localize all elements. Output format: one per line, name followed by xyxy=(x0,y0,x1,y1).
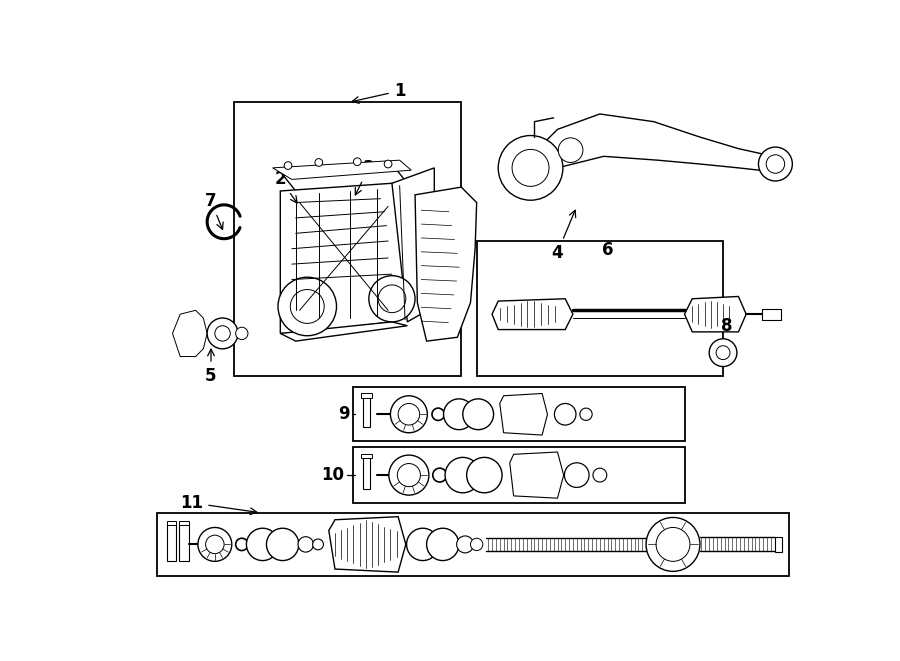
Polygon shape xyxy=(173,310,207,356)
Polygon shape xyxy=(492,299,573,330)
Polygon shape xyxy=(685,297,746,332)
Bar xyxy=(477,241,723,375)
Circle shape xyxy=(215,326,230,341)
Text: 8: 8 xyxy=(721,317,733,348)
Polygon shape xyxy=(273,160,411,179)
Bar xyxy=(361,393,372,398)
Bar xyxy=(179,522,189,525)
Circle shape xyxy=(247,528,279,561)
Circle shape xyxy=(564,463,590,487)
Polygon shape xyxy=(392,168,435,322)
Circle shape xyxy=(499,136,562,200)
Circle shape xyxy=(391,396,428,433)
Circle shape xyxy=(369,276,415,322)
Circle shape xyxy=(580,408,592,420)
Circle shape xyxy=(471,538,482,551)
Polygon shape xyxy=(509,452,563,498)
Polygon shape xyxy=(280,164,408,191)
Circle shape xyxy=(266,528,299,561)
Circle shape xyxy=(593,468,607,482)
Circle shape xyxy=(646,518,700,571)
Circle shape xyxy=(554,403,576,425)
Bar xyxy=(158,513,788,576)
Circle shape xyxy=(236,327,248,340)
Text: 10: 10 xyxy=(321,466,344,484)
Circle shape xyxy=(384,160,392,168)
Text: 11: 11 xyxy=(180,494,256,514)
Bar xyxy=(167,524,176,561)
Circle shape xyxy=(446,457,481,493)
Circle shape xyxy=(205,535,224,554)
Polygon shape xyxy=(415,187,477,341)
Circle shape xyxy=(456,536,473,553)
Text: 4: 4 xyxy=(552,210,576,262)
Circle shape xyxy=(444,399,474,430)
Polygon shape xyxy=(280,183,408,333)
Circle shape xyxy=(759,147,792,181)
Text: 1: 1 xyxy=(352,82,405,103)
Circle shape xyxy=(278,277,337,336)
Circle shape xyxy=(512,149,549,186)
Text: 2: 2 xyxy=(274,171,297,203)
Circle shape xyxy=(463,399,493,430)
Polygon shape xyxy=(535,114,773,183)
Bar xyxy=(354,447,685,503)
Bar xyxy=(179,524,189,561)
Text: 5: 5 xyxy=(205,349,217,385)
Text: 3: 3 xyxy=(356,159,374,195)
Circle shape xyxy=(432,408,445,420)
Circle shape xyxy=(354,158,361,165)
Bar xyxy=(363,397,371,428)
Circle shape xyxy=(284,162,292,169)
Bar xyxy=(361,453,372,458)
Bar xyxy=(363,457,371,489)
Circle shape xyxy=(433,468,446,482)
Circle shape xyxy=(656,527,690,561)
Circle shape xyxy=(312,539,323,550)
Circle shape xyxy=(397,463,420,486)
Circle shape xyxy=(558,138,583,163)
Circle shape xyxy=(398,403,419,425)
Bar xyxy=(234,102,461,375)
Text: 7: 7 xyxy=(205,192,223,229)
Circle shape xyxy=(407,528,439,561)
Polygon shape xyxy=(328,517,406,572)
Polygon shape xyxy=(280,322,408,341)
Circle shape xyxy=(766,155,785,173)
Circle shape xyxy=(291,290,324,323)
Circle shape xyxy=(709,339,737,367)
Circle shape xyxy=(207,318,238,349)
Circle shape xyxy=(315,159,323,167)
Circle shape xyxy=(378,285,406,313)
Bar xyxy=(354,387,685,442)
Circle shape xyxy=(298,537,313,552)
Text: 9: 9 xyxy=(338,405,349,423)
Bar xyxy=(775,537,782,552)
Bar xyxy=(167,522,176,525)
Circle shape xyxy=(427,528,459,561)
Circle shape xyxy=(716,346,730,360)
Circle shape xyxy=(466,457,502,493)
Circle shape xyxy=(236,538,248,551)
Circle shape xyxy=(198,527,232,561)
Text: 6: 6 xyxy=(602,241,613,259)
Polygon shape xyxy=(500,393,547,435)
Circle shape xyxy=(389,455,429,495)
